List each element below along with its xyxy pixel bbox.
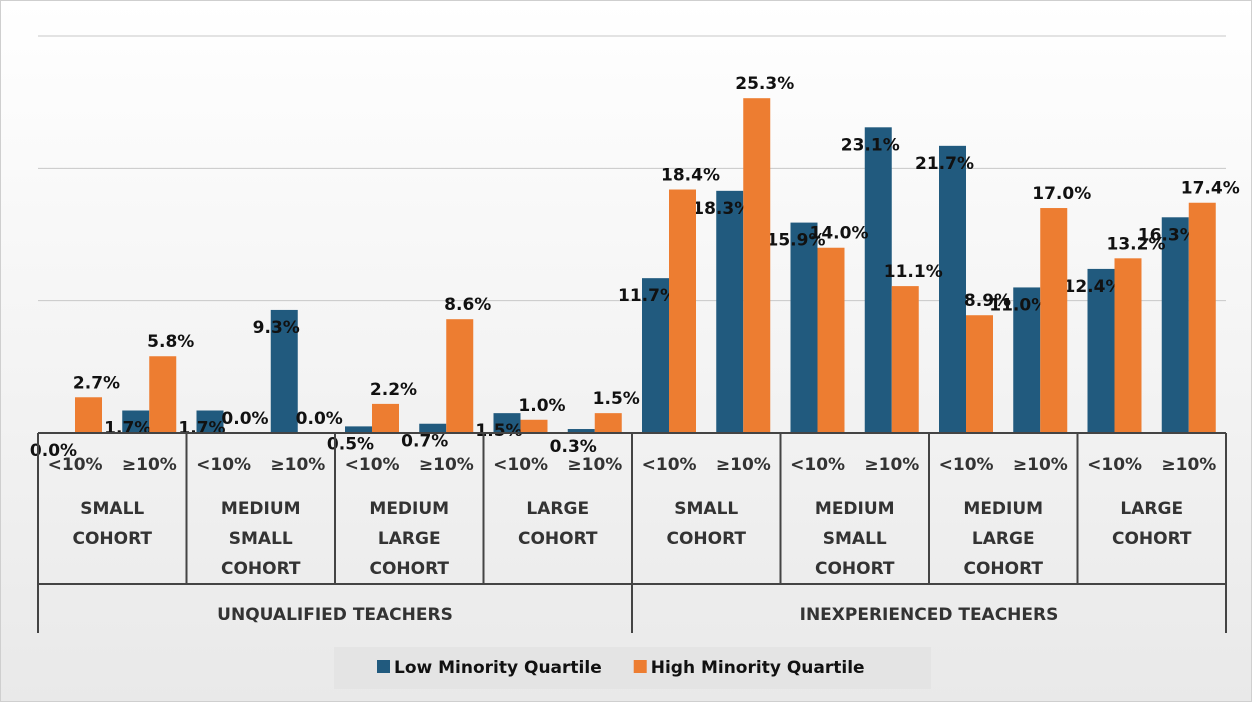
data-label: 5.8% bbox=[147, 332, 194, 352]
data-label: 0.0% bbox=[30, 441, 77, 461]
data-label: 15.9% bbox=[767, 231, 826, 251]
x-tick-label: ≥10% bbox=[121, 455, 177, 475]
x-tick-label: ≥10% bbox=[864, 455, 920, 475]
x-tick-label: ≥10% bbox=[715, 455, 771, 475]
bar bbox=[1040, 208, 1068, 433]
group-label: SMALL COHORT bbox=[666, 499, 747, 549]
x-tick-label: <10% bbox=[493, 455, 549, 475]
x-tick-label: <10% bbox=[790, 455, 846, 475]
legend-swatch bbox=[633, 660, 647, 673]
data-label: 11.7% bbox=[618, 286, 677, 306]
data-label: 18.4% bbox=[661, 166, 720, 186]
group-label: MEDIUM SMALL COHORT bbox=[220, 499, 301, 579]
bar bbox=[1114, 258, 1142, 433]
group-label: LARGE COHORT bbox=[517, 499, 598, 549]
bar bbox=[1161, 217, 1189, 433]
legend-box bbox=[334, 647, 931, 689]
bar bbox=[669, 189, 696, 433]
bar bbox=[1087, 268, 1115, 433]
group-label: LARGE COHORT bbox=[1111, 499, 1192, 549]
bar bbox=[446, 319, 474, 433]
x-tick-label: ≥10% bbox=[270, 455, 326, 475]
x-tick-label: <10% bbox=[1087, 455, 1143, 475]
bar bbox=[419, 423, 447, 433]
bar bbox=[493, 413, 521, 433]
data-label: 17.0% bbox=[1032, 184, 1091, 204]
x-tick-label: <10% bbox=[47, 455, 103, 475]
data-label: 18.3% bbox=[692, 199, 751, 219]
bar bbox=[520, 419, 548, 433]
bar bbox=[891, 286, 919, 433]
bar bbox=[1188, 202, 1216, 433]
data-label: 2.2% bbox=[370, 380, 417, 400]
group-label: MEDIUM SMALL COHORT bbox=[814, 499, 895, 579]
data-label: 1.0% bbox=[518, 396, 565, 416]
legend-label: Low Minority Quartile bbox=[394, 658, 602, 678]
data-label: 11.1% bbox=[884, 262, 943, 282]
data-label: 1.5% bbox=[593, 389, 640, 409]
bar bbox=[864, 127, 892, 433]
data-label: 8.6% bbox=[444, 295, 491, 315]
x-tick-label: <10% bbox=[938, 455, 994, 475]
data-label: 25.3% bbox=[735, 74, 794, 94]
bar bbox=[149, 356, 177, 433]
bar bbox=[1013, 287, 1041, 433]
x-tick-label: <10% bbox=[641, 455, 697, 475]
data-label: 14.0% bbox=[810, 224, 869, 244]
data-label: 0.0% bbox=[221, 409, 268, 429]
data-label: 16.3% bbox=[1138, 225, 1197, 245]
legend-label: High Minority Quartile bbox=[651, 658, 865, 678]
data-label: 1.7% bbox=[104, 419, 151, 439]
data-label: 8.9% bbox=[964, 291, 1011, 311]
x-tick-label: ≥10% bbox=[1161, 455, 1217, 475]
data-label: 12.4% bbox=[1064, 277, 1123, 297]
data-label: 2.7% bbox=[73, 373, 120, 393]
x-tick-label: <10% bbox=[196, 455, 252, 475]
bar bbox=[817, 247, 845, 433]
data-label: 11.0% bbox=[989, 295, 1048, 315]
bar bbox=[966, 315, 993, 433]
bar bbox=[594, 413, 622, 433]
data-label: 0.5% bbox=[327, 434, 374, 454]
x-tick-label: ≥10% bbox=[418, 455, 474, 475]
group-label: SMALL COHORT bbox=[72, 499, 153, 549]
bar bbox=[122, 410, 150, 433]
bar bbox=[75, 397, 102, 433]
x-tick-label: <10% bbox=[344, 455, 400, 475]
data-label: 1.5% bbox=[475, 421, 522, 441]
data-label: 21.7% bbox=[915, 154, 974, 174]
bar bbox=[790, 222, 818, 433]
legend-swatch bbox=[377, 660, 390, 673]
super-group-label: UNQUALIFIED TEACHERS bbox=[217, 605, 453, 625]
data-label: 0.7% bbox=[401, 432, 448, 452]
bar bbox=[939, 145, 966, 433]
data-label: 9.3% bbox=[253, 318, 300, 338]
bar bbox=[716, 190, 744, 433]
x-tick-label: ≥10% bbox=[567, 455, 623, 475]
bar bbox=[196, 410, 224, 433]
data-label: 17.4% bbox=[1181, 179, 1240, 199]
data-label: 23.1% bbox=[841, 135, 900, 155]
group-label: MEDIUM LARGE COHORT bbox=[963, 499, 1044, 579]
bar bbox=[642, 278, 669, 433]
bar bbox=[270, 309, 298, 433]
bar bbox=[567, 429, 595, 433]
bar bbox=[372, 403, 399, 433]
bar bbox=[345, 426, 372, 433]
data-label: 0.0% bbox=[296, 409, 343, 429]
data-label: 1.7% bbox=[178, 419, 225, 439]
data-label: 0.3% bbox=[550, 437, 597, 457]
bar bbox=[743, 98, 771, 434]
data-label: 13.2% bbox=[1107, 234, 1166, 254]
super-group-label: INEXPERIENCED TEACHERS bbox=[799, 605, 1059, 625]
group-label: MEDIUM LARGE COHORT bbox=[369, 499, 450, 579]
x-tick-label: ≥10% bbox=[1012, 455, 1068, 475]
